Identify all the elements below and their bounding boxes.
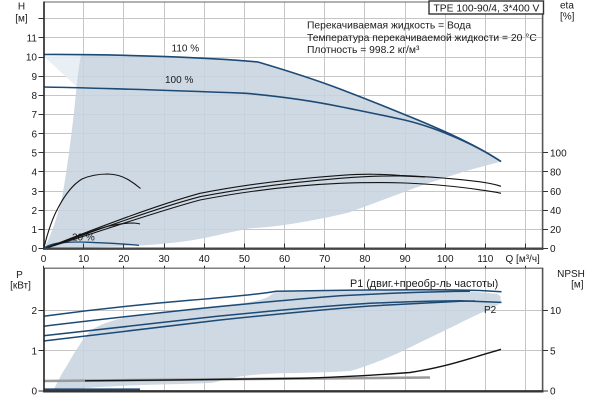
svg-text:TPE 100-90/4, 3*400 V: TPE 100-90/4, 3*400 V	[434, 4, 540, 15]
svg-text:90: 90	[399, 254, 411, 265]
svg-text:100: 100	[550, 149, 567, 160]
svg-text:[%]: [%]	[560, 12, 575, 23]
svg-text:5: 5	[31, 149, 37, 160]
svg-text:6: 6	[31, 129, 37, 140]
svg-text:[м]: [м]	[15, 14, 28, 25]
svg-text:20: 20	[118, 254, 130, 265]
svg-text:P1 (двиг.+преобр-ль частоты): P1 (двиг.+преобр-ль частоты)	[350, 278, 498, 290]
svg-text:0: 0	[550, 244, 556, 255]
svg-text:P2: P2	[484, 305, 497, 316]
svg-text:100 %: 100 %	[165, 75, 193, 86]
svg-text:20 %: 20 %	[72, 233, 95, 244]
svg-text:Перекачиваемая жидкость = Вода: Перекачиваемая жидкость = Вода	[307, 21, 471, 32]
svg-text:9: 9	[31, 72, 37, 83]
svg-text:0: 0	[31, 387, 37, 398]
svg-text:4: 4	[31, 168, 37, 179]
svg-text:7: 7	[31, 110, 37, 121]
svg-text:Плотность = 998.2 кг/м³: Плотность = 998.2 кг/м³	[307, 45, 420, 56]
svg-text:1: 1	[31, 225, 37, 236]
svg-text:3: 3	[31, 187, 37, 198]
svg-text:110: 110	[477, 254, 493, 265]
svg-text:60: 60	[279, 254, 291, 265]
svg-text:10: 10	[550, 306, 562, 317]
svg-text:40: 40	[199, 254, 211, 265]
svg-text:NPSH: NPSH	[557, 269, 585, 280]
svg-text:2: 2	[31, 206, 37, 217]
svg-text:40: 40	[550, 206, 562, 217]
svg-text:2: 2	[31, 306, 37, 317]
svg-text:70: 70	[319, 254, 331, 265]
svg-text:80: 80	[359, 254, 371, 265]
svg-text:100: 100	[437, 254, 454, 265]
svg-text:8: 8	[31, 91, 37, 102]
svg-text:1: 1	[31, 347, 37, 358]
svg-text:P: P	[16, 270, 23, 281]
svg-text:H: H	[18, 2, 25, 13]
svg-text:0: 0	[31, 244, 37, 255]
svg-text:0: 0	[41, 254, 47, 265]
svg-text:Температура перекачиваемой жид: Температура перекачиваемой жидкости = 20…	[307, 33, 537, 44]
svg-text:80: 80	[550, 168, 562, 179]
svg-text:10: 10	[78, 254, 90, 265]
svg-text:[кВт]: [кВт]	[10, 281, 31, 292]
svg-text:eta: eta	[560, 1, 574, 12]
svg-text:10: 10	[26, 53, 38, 64]
svg-text:30: 30	[158, 254, 170, 265]
svg-text:110 %: 110 %	[172, 44, 200, 55]
svg-text:60: 60	[550, 187, 562, 198]
svg-text:11: 11	[27, 34, 38, 45]
svg-text:0: 0	[550, 387, 556, 398]
svg-text:50: 50	[239, 254, 251, 265]
svg-text:5: 5	[550, 347, 556, 358]
svg-text:20: 20	[550, 225, 562, 236]
svg-text:Q [м³/ч]: Q [м³/ч]	[506, 254, 541, 265]
svg-text:[м]: [м]	[571, 280, 584, 291]
